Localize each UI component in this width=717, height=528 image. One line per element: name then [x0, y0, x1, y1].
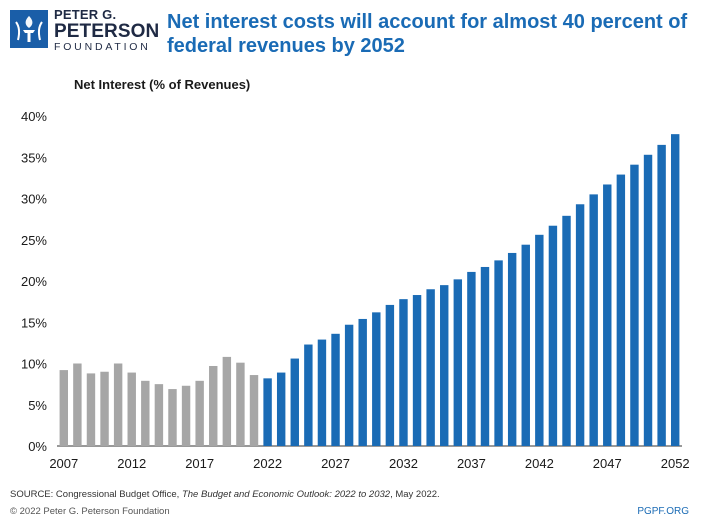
bar-projected: [603, 184, 612, 446]
source-note: SOURCE: Congressional Budget Office, The…: [10, 489, 440, 500]
x-tick-label: 2017: [185, 456, 214, 471]
source-title: The Budget and Economic Outlook: 2022 to…: [181, 489, 391, 500]
chart-subtitle: Net Interest (% of Revenues): [74, 77, 251, 92]
site-link[interactable]: PGPF.ORG: [637, 506, 689, 517]
x-tick-label: 2042: [525, 456, 554, 471]
bar-projected: [426, 289, 435, 446]
x-tick-label: 2032: [389, 456, 418, 471]
bar-projected: [358, 318, 367, 446]
bar-historical: [236, 362, 245, 446]
x-tick-label: 2037: [457, 456, 486, 471]
y-tick-label: 15%: [21, 315, 47, 330]
bar-historical: [73, 363, 82, 446]
bar-projected: [562, 215, 571, 446]
brand-line3: FOUNDATION: [54, 41, 151, 53]
bar-projected: [317, 339, 327, 446]
bar-projected: [453, 279, 463, 446]
copyright: © 2022 Peter G. Peterson Foundation: [10, 506, 170, 517]
bar-historical: [222, 356, 232, 446]
bar-historical: [181, 385, 191, 446]
bar-historical: [209, 365, 218, 446]
bar-projected: [412, 295, 422, 446]
x-tick-label: 2007: [49, 456, 78, 471]
y-tick-label: 40%: [21, 109, 47, 124]
x-tick-label: 2022: [253, 456, 282, 471]
brand-line1: PETER G.: [54, 7, 117, 22]
bar-projected: [344, 324, 354, 446]
bar-projected: [575, 204, 585, 446]
y-tick-label: 10%: [21, 357, 47, 372]
y-tick-label: 20%: [21, 274, 47, 289]
bar-historical: [195, 380, 204, 446]
bar-projected: [290, 358, 299, 446]
x-tick-label: 2027: [321, 456, 350, 471]
x-tick-label: 2047: [593, 456, 622, 471]
bar-historical: [249, 375, 259, 446]
bar-historical: [141, 380, 150, 446]
bar-projected: [643, 154, 653, 446]
brand-logo: PETER G. PETERSON FOUNDATION: [10, 8, 159, 52]
bar-historical: [100, 371, 109, 446]
bar-historical: [113, 363, 123, 446]
bar-projected: [331, 333, 340, 446]
bar-projected: [480, 266, 490, 446]
bar-projected: [657, 144, 666, 447]
bar-projected: [276, 372, 286, 446]
y-tick-label: 30%: [21, 192, 47, 207]
chart-title: Net interest costs will account for almo…: [167, 11, 688, 57]
bar-historical: [127, 372, 136, 446]
bar-projected: [630, 164, 639, 446]
bar-historical: [59, 370, 68, 446]
y-tick-label: 0%: [28, 439, 47, 454]
bar-projected: [440, 285, 449, 447]
source-prefix: SOURCE: Congressional Budget Office,: [10, 489, 182, 500]
source-suffix: , May 2022.: [390, 489, 440, 500]
bar-historical: [154, 384, 164, 447]
bar-projected: [467, 271, 476, 446]
x-tick-label: 2012: [117, 456, 146, 471]
bar-projected: [670, 134, 680, 446]
x-tick-label: 2052: [661, 456, 690, 471]
bar-projected: [507, 252, 517, 446]
bar-projected: [589, 194, 598, 446]
bar-projected: [535, 234, 544, 446]
y-tick-label: 5%: [28, 398, 47, 413]
bar-projected: [263, 378, 272, 446]
bar-projected: [548, 225, 558, 446]
bar-projected: [399, 299, 408, 446]
bar-projected: [372, 312, 381, 446]
bar-chart: 0% 5% 10% 15% 20% 25% 30% 35% 40% 2007 2012 2017 202…: [21, 109, 690, 471]
bar-historical: [168, 389, 177, 446]
y-tick-label: 25%: [21, 233, 47, 248]
bar-projected: [385, 304, 395, 446]
y-tick-label: 35%: [21, 150, 47, 165]
brand-line2: PETERSON: [54, 21, 160, 42]
torch-icon: [10, 10, 48, 48]
bar-projected: [521, 244, 530, 446]
bar-projected: [616, 174, 626, 446]
bar-projected: [304, 344, 313, 446]
bar-historical: [86, 373, 96, 446]
bar-projected: [494, 260, 503, 447]
